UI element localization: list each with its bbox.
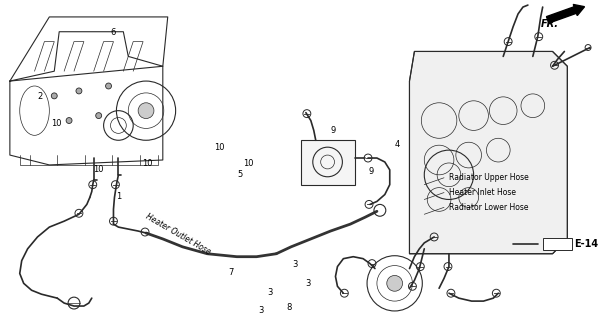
Text: 10: 10 <box>214 143 225 152</box>
FancyArrow shape <box>546 4 585 23</box>
Text: 3: 3 <box>258 307 264 316</box>
Text: E-14: E-14 <box>575 239 599 249</box>
Text: 2: 2 <box>38 92 43 101</box>
Text: 9: 9 <box>331 125 336 134</box>
Text: 8: 8 <box>286 303 291 312</box>
Circle shape <box>96 113 102 118</box>
Bar <box>301 140 355 185</box>
Circle shape <box>387 276 403 291</box>
FancyBboxPatch shape <box>543 238 572 250</box>
Text: Radiator Lower Hose: Radiator Lower Hose <box>449 203 528 212</box>
Circle shape <box>138 103 154 118</box>
Circle shape <box>76 88 82 94</box>
Text: 4: 4 <box>395 140 400 149</box>
Text: 1: 1 <box>116 192 121 201</box>
Circle shape <box>51 93 57 99</box>
Text: 3: 3 <box>292 260 297 269</box>
Text: Heater Outlet Hose: Heater Outlet Hose <box>144 212 212 257</box>
Text: 9: 9 <box>368 166 373 176</box>
Circle shape <box>66 117 72 124</box>
Circle shape <box>106 83 112 89</box>
Polygon shape <box>409 52 567 254</box>
Text: Heater Inlet Hose: Heater Inlet Hose <box>449 188 516 197</box>
Text: 10: 10 <box>243 159 253 168</box>
Text: 5: 5 <box>237 170 243 179</box>
Text: 10: 10 <box>93 165 103 174</box>
Text: 6: 6 <box>110 28 115 36</box>
Text: Radiator Upper Hose: Radiator Upper Hose <box>449 173 529 182</box>
Text: 3: 3 <box>306 279 311 288</box>
Text: 10: 10 <box>142 159 152 168</box>
Text: 3: 3 <box>267 288 272 297</box>
Text: FR.: FR. <box>541 19 559 29</box>
Text: 10: 10 <box>51 119 61 128</box>
Text: 7: 7 <box>228 268 234 276</box>
